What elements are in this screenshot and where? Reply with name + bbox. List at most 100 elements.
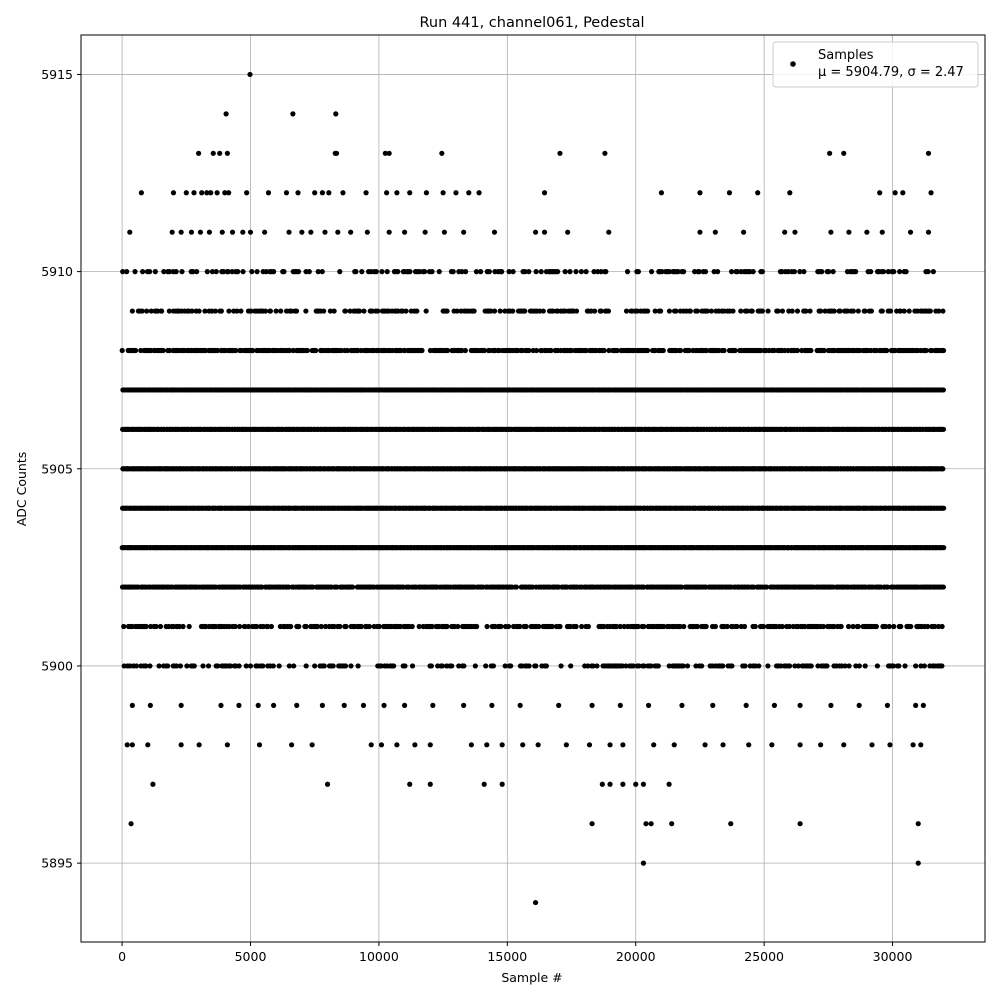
- data-point: [925, 229, 932, 235]
- data-point: [219, 229, 225, 235]
- data-point: [897, 308, 904, 314]
- data-point: [918, 742, 924, 748]
- data-point: [386, 229, 392, 235]
- data-point: [803, 308, 809, 314]
- data-point: [476, 190, 482, 196]
- data-point: [184, 663, 190, 669]
- data-point: [882, 623, 889, 630]
- data-point: [591, 269, 597, 275]
- data-point: [428, 663, 434, 669]
- data-point: [532, 229, 539, 235]
- data-point: [927, 308, 933, 314]
- data-point: [787, 663, 793, 669]
- data-point: [342, 663, 349, 669]
- data-point: [513, 584, 520, 590]
- data-point: [765, 663, 771, 669]
- data-point: [633, 781, 639, 787]
- data-point: [138, 190, 144, 196]
- data-point: [526, 347, 532, 354]
- data-point: [681, 623, 687, 630]
- data-point: [864, 229, 870, 235]
- data-point: [648, 663, 654, 669]
- data-point: [324, 781, 331, 787]
- data-point: [801, 269, 807, 275]
- data-point: [166, 269, 173, 275]
- chart-title: Run 441, channel061, Pedestal: [419, 15, 644, 31]
- data-point: [789, 308, 795, 314]
- data-point: [940, 387, 946, 393]
- data-point: [153, 623, 159, 630]
- data-point: [419, 347, 425, 354]
- data-point: [347, 308, 353, 314]
- data-point: [619, 663, 625, 669]
- data-point: [797, 269, 803, 275]
- data-point: [644, 347, 651, 354]
- data-point: [238, 308, 244, 314]
- data-point: [359, 269, 365, 275]
- data-point: [147, 269, 153, 275]
- data-point: [409, 663, 416, 669]
- data-point: [319, 269, 325, 275]
- data-point: [920, 702, 926, 708]
- data-point: [541, 229, 548, 235]
- data-point: [549, 623, 555, 630]
- data-point: [921, 663, 928, 669]
- data-point: [481, 347, 487, 354]
- data-point: [807, 308, 813, 314]
- data-point: [429, 623, 435, 630]
- data-point: [797, 702, 803, 708]
- data-point: [179, 269, 185, 275]
- data-point: [344, 347, 351, 354]
- data-point: [483, 663, 489, 669]
- data-point: [568, 663, 574, 669]
- data-point: [403, 308, 409, 314]
- data-point: [879, 308, 885, 314]
- data-point: [897, 269, 903, 275]
- data-point: [358, 623, 364, 630]
- data-point: [484, 623, 490, 630]
- data-point: [313, 347, 319, 354]
- data-point: [262, 308, 269, 314]
- data-point: [630, 663, 636, 669]
- data-point: [624, 269, 631, 275]
- data-point: [226, 190, 232, 196]
- data-point: [204, 190, 210, 196]
- data-point: [170, 190, 177, 196]
- data-point: [826, 269, 832, 275]
- data-point: [303, 623, 309, 630]
- data-point: [152, 269, 158, 275]
- data-point: [661, 623, 667, 630]
- data-point: [326, 190, 332, 196]
- data-point: [439, 663, 445, 669]
- data-point: [623, 663, 629, 669]
- data-point: [520, 742, 526, 748]
- data-point: [862, 308, 868, 314]
- data-point: [384, 269, 390, 275]
- data-point: [384, 190, 390, 196]
- data-point: [641, 623, 647, 630]
- data-point: [502, 663, 508, 669]
- data-point: [659, 269, 665, 275]
- data-point: [394, 742, 400, 748]
- data-point: [679, 702, 685, 708]
- data-point: [236, 623, 243, 630]
- data-point: [427, 742, 433, 748]
- data-point: [287, 347, 293, 354]
- data-point: [540, 308, 546, 314]
- data-point: [312, 190, 318, 196]
- data-point: [139, 308, 145, 314]
- data-point: [281, 269, 287, 275]
- data-point: [232, 623, 238, 630]
- data-point: [755, 190, 761, 196]
- data-point: [760, 623, 767, 630]
- data-point: [673, 308, 679, 314]
- data-point: [902, 663, 908, 669]
- data-point: [941, 545, 947, 551]
- data-point: [429, 269, 435, 275]
- data-point: [306, 269, 312, 275]
- data-point: [337, 269, 343, 275]
- data-point: [517, 702, 523, 708]
- data-point: [640, 860, 647, 866]
- data-point: [640, 781, 647, 787]
- data-point: [869, 742, 875, 748]
